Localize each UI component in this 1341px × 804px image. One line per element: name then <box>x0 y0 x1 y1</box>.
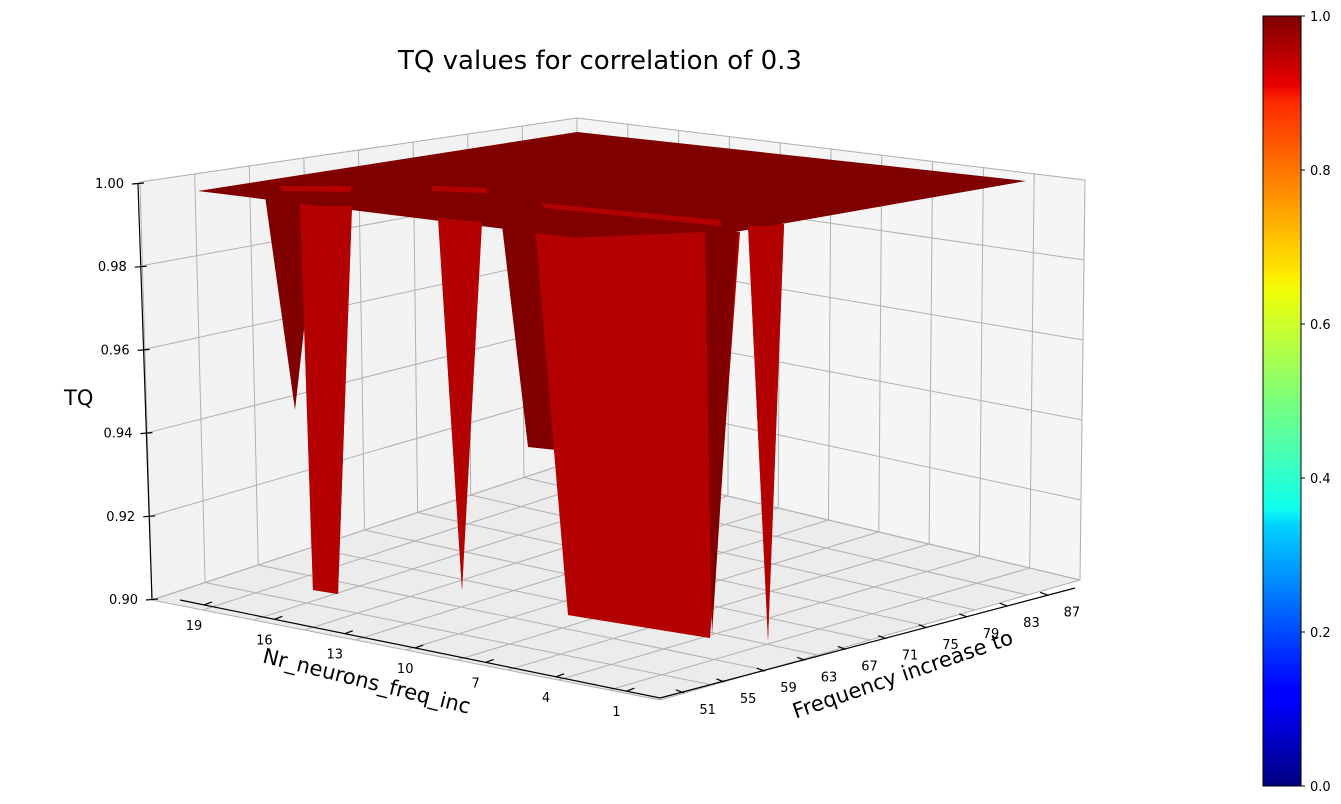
colorbar-tick-label: 1.0 <box>1310 10 1331 25</box>
x-tick-label: 87 <box>1064 605 1081 620</box>
z-axis-line <box>137 183 153 601</box>
grid-line-x-wall <box>1079 179 1086 581</box>
y-tick <box>414 644 424 649</box>
surface-ridge <box>540 203 722 226</box>
z-tick-label: 0.90 <box>109 593 138 608</box>
y-axis-line <box>179 599 661 699</box>
x-tick-label: 67 <box>861 659 878 674</box>
grid-line-y-wall <box>194 173 206 583</box>
z-tick-label: 0.94 <box>103 427 132 442</box>
y-tick-label: 13 <box>327 648 344 663</box>
z-tick <box>134 265 147 268</box>
grid-line-y-wall <box>358 149 365 531</box>
x-tick-label: 71 <box>902 649 919 664</box>
grid-line-x-floor <box>202 471 628 611</box>
z-tick <box>143 515 156 518</box>
x-tick <box>675 689 685 694</box>
grid-line-x-wall <box>928 161 934 545</box>
x-tick-label: 55 <box>740 692 757 707</box>
x-tick <box>1039 591 1049 596</box>
x-tick <box>918 624 927 629</box>
x-tick-label: 83 <box>1023 616 1040 631</box>
z-tick <box>145 598 159 601</box>
grid-line-x-floor <box>507 543 930 671</box>
x-tick-label: 63 <box>821 670 838 685</box>
y-tick-label: 4 <box>542 691 550 706</box>
y-tick-label: 16 <box>256 633 273 648</box>
grid-line-x-floor <box>609 567 1030 691</box>
x-tick <box>959 613 968 618</box>
z-tick-label: 0.98 <box>98 260 127 275</box>
y-tick-label: 7 <box>471 676 479 691</box>
y-tick <box>555 673 565 678</box>
y-tick <box>626 687 635 692</box>
colorbar-gradient <box>1262 15 1302 787</box>
z-tick <box>137 348 150 351</box>
z-tick-label: 0.96 <box>101 343 130 358</box>
y-tick-label: 1 <box>612 705 620 720</box>
grid-line-x-wall <box>1029 173 1035 569</box>
y-tick-label: 19 <box>186 619 203 634</box>
dip-blade <box>705 230 738 635</box>
colorbar-tick-label: 0.0 <box>1310 780 1331 795</box>
colorbar-tick-label: 0.6 <box>1310 318 1331 333</box>
z-tick-label: 1.00 <box>95 177 124 192</box>
surface-ridge <box>280 186 352 192</box>
z-tick-label: 0.92 <box>106 510 135 525</box>
x-tick <box>756 667 766 672</box>
x-tick-label: 79 <box>983 627 1000 642</box>
axes: 0.90 0.92 0.94 0.96 0.98 1.00 19 16 13 10 7 4 1 51 55 5… <box>95 177 1080 720</box>
y-tick-label: 10 <box>397 662 414 677</box>
y-tick <box>344 630 354 635</box>
grid-line-y-wall <box>248 165 259 566</box>
grid-line-x-wall <box>878 155 883 533</box>
y-tick <box>485 658 494 663</box>
colorbar-tick-label: 0.8 <box>1310 164 1331 179</box>
grid-line-x-floor <box>151 459 578 601</box>
x-tick <box>878 635 887 640</box>
surface-ridge <box>432 186 488 193</box>
z-axis-label: TQ <box>63 386 93 410</box>
x-tick <box>716 678 725 683</box>
dip-front <box>748 226 784 640</box>
x-tick <box>999 602 1008 607</box>
x-tick-label: 59 <box>780 681 797 696</box>
dip-front <box>438 218 482 590</box>
x-tick-label: 51 <box>699 703 716 718</box>
colorbar: 0.0 0.2 0.4 0.6 0.8 1.0 <box>1262 10 1331 795</box>
grid-line-x-floor <box>558 555 980 681</box>
x-axis-line <box>659 587 1076 699</box>
grid-line-x-wall <box>978 167 984 557</box>
y-tick <box>274 615 283 620</box>
z-tick <box>131 182 145 185</box>
surface <box>198 132 1026 640</box>
dip-front <box>300 206 352 594</box>
colorbar-tick-label: 0.2 <box>1310 626 1331 641</box>
z-tick <box>140 432 153 435</box>
x-tick <box>837 645 847 651</box>
colorbar-tick-label: 0.4 <box>1310 472 1331 487</box>
chart-title: TQ values for correlation of 0.3 <box>397 46 802 76</box>
x-tick-label: 75 <box>942 638 959 653</box>
surface-plateau <box>198 132 1026 247</box>
x-tick <box>797 656 806 661</box>
y-tick <box>203 601 213 606</box>
dip-front <box>565 232 710 638</box>
